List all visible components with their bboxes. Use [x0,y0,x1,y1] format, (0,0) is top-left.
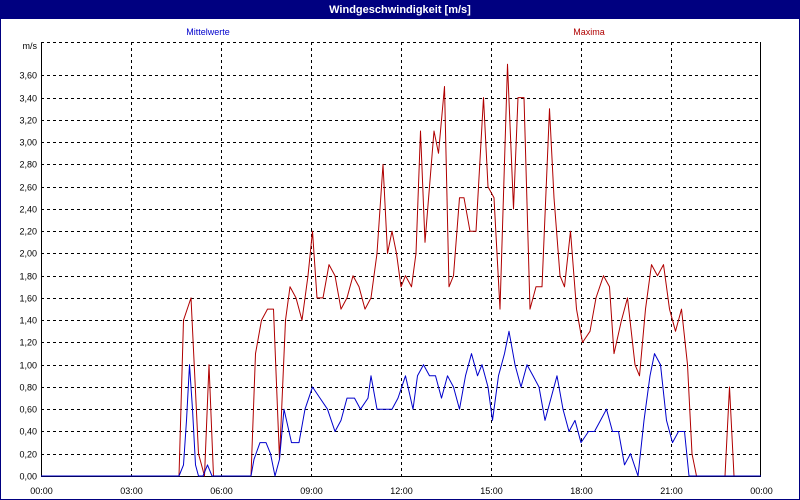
y-tick-label: 0,40 [19,427,37,437]
x-axis: 00:0022.06.2203:0022.06.2206:0022.06.220… [30,486,773,496]
x-tick-time: 03:00 [120,486,143,496]
x-tick-time: 15:00 [480,486,503,496]
y-tick-label: 1,60 [19,294,37,304]
y-tick-label: 0,00 [19,472,37,482]
y-tick-label: 3,40 [19,94,37,104]
y-tick-label: 3,60 [19,71,37,81]
legend-maxima: Maxima [573,27,605,37]
x-tick-time: 12:00 [390,486,413,496]
x-tick-time: 00:00 [750,486,773,496]
series-line-mittelwerte [41,330,761,477]
y-tick-label: 0,60 [19,405,37,415]
y-axis-unit: m/s [23,41,38,51]
y-tick-label: 0,20 [19,450,37,460]
y-tick-label: 3,00 [19,138,37,148]
y-tick-label: 2,00 [19,249,37,259]
x-tick-time: 09:00 [300,486,323,496]
y-tick-label: 0,80 [19,383,37,393]
y-tick-label: 1,80 [19,272,37,282]
x-tick-time: 06:00 [210,486,233,496]
x-tick-time: 18:00 [570,486,593,496]
y-tick-label: 2,80 [19,160,37,170]
wind-speed-chart: m/s 0,00 0,20 0,40 0,60 0,80 1,00 1,20 1,40 1,60… [19,27,773,496]
grid-lines [41,42,761,477]
x-tick-time: 21:00 [660,486,683,496]
legend-mittelwerte: Mittelwerte [186,27,230,37]
y-tick-label: 1,40 [19,316,37,326]
legend: Mittelwerte Maxima [186,27,605,37]
y-tick-label: 2,40 [19,205,37,215]
y-tick-label: 2,20 [19,227,37,237]
y-tick-label: 1,00 [19,361,37,371]
y-axis: m/s 0,00 0,20 0,40 0,60 0,80 1,00 1,20 1,40 1,60… [19,41,37,482]
series-line-maxima [41,63,761,477]
y-tick-label: 3,20 [19,116,37,126]
series-lines [41,63,761,477]
x-tick-time: 00:00 [30,486,53,496]
y-tick-label: 1,20 [19,338,37,348]
y-tick-label: 2,60 [19,183,37,193]
chart-title: Windgeschwindigkeit [m/s] [1,1,799,19]
